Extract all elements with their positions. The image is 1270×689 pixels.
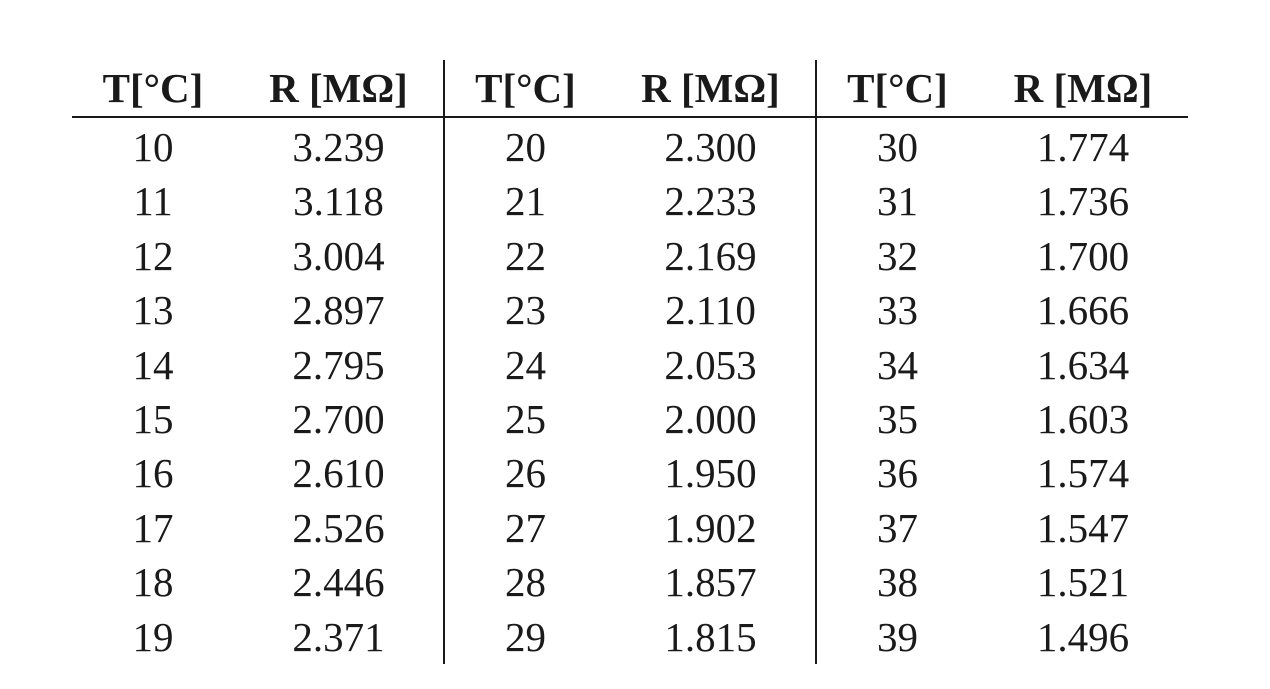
temperature-cell: 32 bbox=[815, 228, 978, 284]
table-row: 12 3.004 22 2.169 32 1.700 bbox=[72, 228, 1188, 284]
header-temperature-1: T[°C] bbox=[72, 60, 234, 118]
header-resistance-2: R [MΩ] bbox=[606, 60, 816, 118]
table-row: 13 2.897 23 2.110 33 1.666 bbox=[72, 283, 1188, 338]
temperature-cell: 30 bbox=[815, 117, 978, 175]
resistance-cell: 3.118 bbox=[293, 178, 384, 225]
temperature-cell: 20 bbox=[443, 117, 606, 175]
table-row: 15 2.700 25 2.000 35 1.603 bbox=[72, 392, 1188, 447]
header-temperature-3: T[°C] bbox=[815, 60, 978, 118]
header-resistance-3: R [MΩ] bbox=[978, 60, 1188, 118]
temperature-cell: 36 bbox=[815, 446, 978, 501]
resistance-cell: 1.857 bbox=[664, 559, 757, 606]
resistance-cell: 3.004 bbox=[292, 232, 385, 279]
resistance-cell: 2.300 bbox=[664, 124, 757, 170]
temperature-cell: 38 bbox=[815, 555, 978, 610]
table-header: T[°C] R [MΩ] T[°C] R [MΩ] T[°C] R [MΩ] bbox=[72, 60, 1188, 118]
resistance-cell: 2.700 bbox=[292, 396, 385, 443]
table-row: 10 3.239 20 2.300 30 1.774 bbox=[72, 117, 1188, 175]
header-resistance-1: R [MΩ] bbox=[234, 60, 444, 118]
resistance-cell: 1.603 bbox=[1036, 396, 1130, 443]
temperature-cell: 31 bbox=[815, 174, 978, 229]
temperature-cell: 35 bbox=[815, 392, 978, 447]
temperature-cell: 15 bbox=[132, 396, 174, 443]
resistance-cell: 2.169 bbox=[664, 232, 757, 279]
table-row: 14 2.795 24 2.053 34 1.634 bbox=[72, 337, 1188, 393]
temperature-cell: 22 bbox=[443, 228, 606, 284]
header-temperature-2: T[°C] bbox=[443, 60, 606, 118]
resistance-cell: 2.526 bbox=[292, 504, 385, 551]
table-row: 18 2.446 28 1.857 38 1.521 bbox=[72, 555, 1188, 610]
temperature-cell: 25 bbox=[443, 392, 606, 447]
temperature-cell: 29 bbox=[443, 609, 606, 665]
resistance-cell: 1.574 bbox=[1036, 450, 1130, 497]
temperature-cell: 19 bbox=[132, 613, 174, 660]
temperature-cell: 27 bbox=[443, 500, 606, 556]
resistance-cell: 2.446 bbox=[292, 559, 385, 606]
temperature-cell: 16 bbox=[132, 450, 174, 497]
table-row: 16 2.610 26 1.950 36 1.574 bbox=[72, 446, 1188, 501]
temperature-cell: 34 bbox=[815, 337, 978, 393]
temperature-cell: 26 bbox=[443, 446, 606, 501]
temperature-cell: 37 bbox=[815, 500, 978, 556]
resistance-cell: 1.666 bbox=[1036, 287, 1130, 334]
resistance-cell: 1.700 bbox=[1036, 232, 1130, 279]
temperature-cell: 21 bbox=[443, 174, 606, 229]
table-row: 11 3.118 21 2.233 31 1.736 bbox=[72, 174, 1188, 229]
resistance-cell: 1.634 bbox=[1036, 341, 1130, 388]
resistance-cell: 1.496 bbox=[1036, 613, 1130, 660]
resistance-cell: 2.610 bbox=[292, 450, 385, 497]
resistance-cell: 2.795 bbox=[292, 341, 385, 388]
temperature-cell: 11 bbox=[133, 178, 173, 225]
resistance-cell: 1.815 bbox=[664, 613, 757, 660]
table-row: 17 2.526 27 1.902 37 1.547 bbox=[72, 500, 1188, 556]
temperature-resistance-table: T[°C] R [MΩ] T[°C] R [MΩ] T[°C] R [MΩ] 1… bbox=[72, 60, 1188, 665]
resistance-cell: 1.736 bbox=[1036, 178, 1130, 225]
resistance-cell: 3.239 bbox=[292, 124, 385, 170]
resistance-cell: 2.000 bbox=[664, 396, 757, 443]
temperature-cell: 24 bbox=[443, 337, 606, 393]
resistance-cell: 2.897 bbox=[292, 287, 385, 334]
header-row: T[°C] R [MΩ] T[°C] R [MΩ] T[°C] R [MΩ] bbox=[72, 60, 1188, 118]
resistance-cell: 1.547 bbox=[1036, 504, 1130, 551]
temperature-cell: 12 bbox=[132, 232, 174, 279]
temperature-cell: 14 bbox=[132, 341, 174, 388]
resistance-cell: 1.950 bbox=[664, 450, 757, 497]
resistance-cell: 2.053 bbox=[664, 341, 757, 388]
resistance-cell: 2.110 bbox=[665, 287, 756, 334]
resistance-cell: 1.774 bbox=[1036, 124, 1130, 170]
temperature-cell: 23 bbox=[443, 283, 606, 338]
temperature-cell: 13 bbox=[132, 287, 174, 334]
temperature-cell: 10 bbox=[132, 124, 174, 170]
table-row: 19 2.371 29 1.815 39 1.496 bbox=[72, 609, 1188, 665]
temperature-cell: 33 bbox=[815, 283, 978, 338]
data-table: T[°C] R [MΩ] T[°C] R [MΩ] T[°C] R [MΩ] 1… bbox=[72, 60, 1188, 665]
temperature-cell: 28 bbox=[443, 555, 606, 610]
temperature-cell: 39 bbox=[815, 609, 978, 665]
resistance-cell: 1.902 bbox=[664, 504, 757, 551]
resistance-cell: 2.233 bbox=[664, 178, 757, 225]
resistance-cell: 1.521 bbox=[1036, 559, 1130, 606]
resistance-cell: 2.371 bbox=[292, 613, 385, 660]
table-body: 10 3.239 20 2.300 30 1.774 11 3.118 21 2.233 31 1.7… bbox=[72, 117, 1188, 665]
temperature-cell: 18 bbox=[132, 559, 174, 606]
temperature-cell: 17 bbox=[132, 504, 174, 551]
